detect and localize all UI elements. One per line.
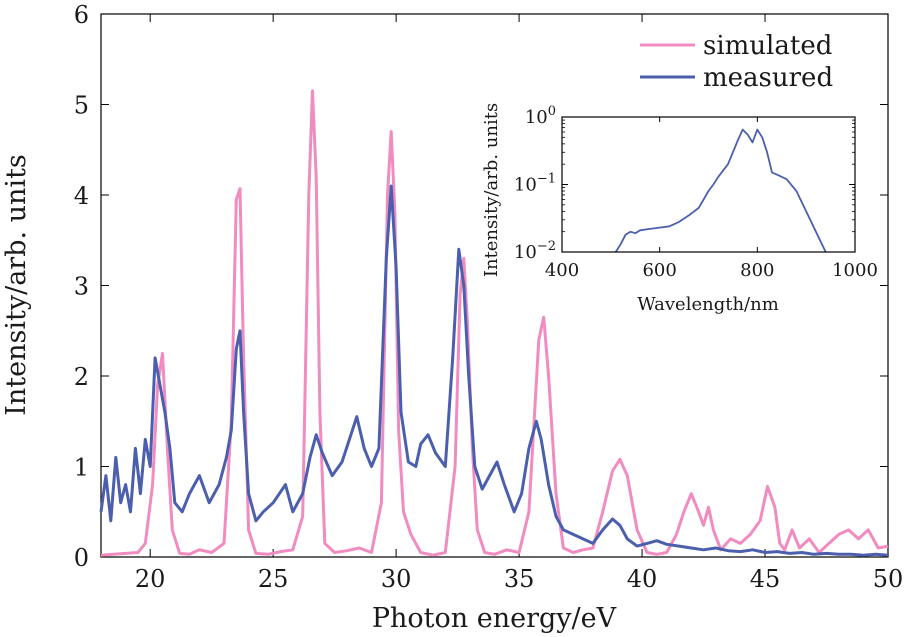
inset-x-axis-title: Wavelength/nm [637,294,779,315]
y-tick-label: 5 [74,92,89,120]
inset-background [562,117,855,252]
y-tick-label: 1 [74,454,89,482]
y-axis-title: Intensity/arb. units [1,154,32,416]
series-line-simulated [100,89,889,557]
inset-plot: 400 600 800 1000 100 10−1 10−2 Wavelength/nm I… [481,103,878,315]
main-plot-frame [100,13,889,558]
x-tick-label: 25 [258,565,289,593]
main-series [99,89,889,557]
inset-x-tick-label: 800 [740,260,774,281]
legend-label-simulated: simulated [703,31,832,61]
inset-y-tick-label: 100 [525,104,556,128]
x-axis-title: Photon energy/eV [372,603,617,634]
inset-x-tick-label: 1000 [832,260,878,281]
x-tick-label: 40 [627,565,658,593]
x-tick-label: 20 [135,565,166,593]
legend-label-measured: measured [703,63,833,93]
inset-ticks [561,116,856,253]
inset-y-tick-label: 10−1 [514,172,556,196]
inset-series-line [614,128,827,253]
inset-series [614,128,827,253]
y-tick-label: 3 [74,273,89,301]
x-tick-label: 35 [504,565,535,593]
inset-tick-labels: 400 600 800 1000 100 10−1 10−2 [514,104,878,281]
y-tick-label: 4 [74,182,89,210]
series-line-measured [99,184,889,557]
y-tick-label: 6 [74,1,89,29]
inset-x-tick-label: 600 [642,260,676,281]
inset-y-axis-title: Intensity/arb. units [481,103,502,277]
legend: simulated measured [640,31,833,93]
y-tick-label: 0 [74,544,89,572]
y-tick-label: 2 [74,363,89,391]
x-tick-label: 45 [750,565,781,593]
main-ticks [101,13,889,558]
x-tick-label: 30 [381,565,412,593]
inset-y-tick-label: 10−2 [514,239,556,263]
x-tick-label: 50 [873,565,904,593]
inset-x-tick-label: 400 [545,260,579,281]
